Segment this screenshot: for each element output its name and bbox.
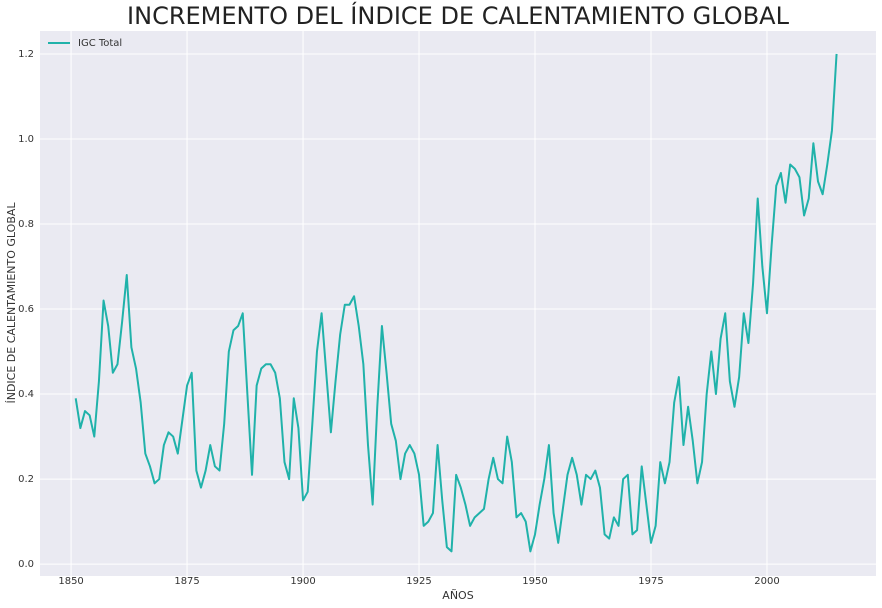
- y-tick-label: 1.0: [18, 134, 34, 145]
- x-tick-label: 1900: [290, 576, 315, 587]
- legend-label: IGC Total: [78, 38, 122, 49]
- y-tick-label: 1.2: [18, 49, 34, 60]
- x-tick-label: 2000: [754, 576, 779, 587]
- x-tick-label: 1950: [522, 576, 547, 587]
- y-tick-label: 0.4: [18, 389, 34, 400]
- x-tick-label: 1925: [406, 576, 431, 587]
- x-tick-label: 1875: [174, 576, 199, 587]
- y-axis-label: ÍNDICE DE CALENTAMIENTO GLOBAL: [5, 202, 18, 404]
- data-line: [74, 53, 838, 553]
- y-tick-label: 0.8: [18, 219, 34, 230]
- chart-title: INCREMENTO DEL ÍNDICE DE CALENTAMIENTO G…: [127, 1, 790, 30]
- y-tick-label: 0.2: [18, 474, 34, 485]
- y-tick-label: 0.6: [18, 304, 34, 315]
- plot-area: [40, 31, 876, 576]
- x-tick-label: 1850: [58, 576, 83, 587]
- y-tick-label: 0.0: [18, 559, 34, 570]
- x-axis-label: AÑOS: [442, 589, 473, 602]
- x-tick-label: 1975: [638, 576, 663, 587]
